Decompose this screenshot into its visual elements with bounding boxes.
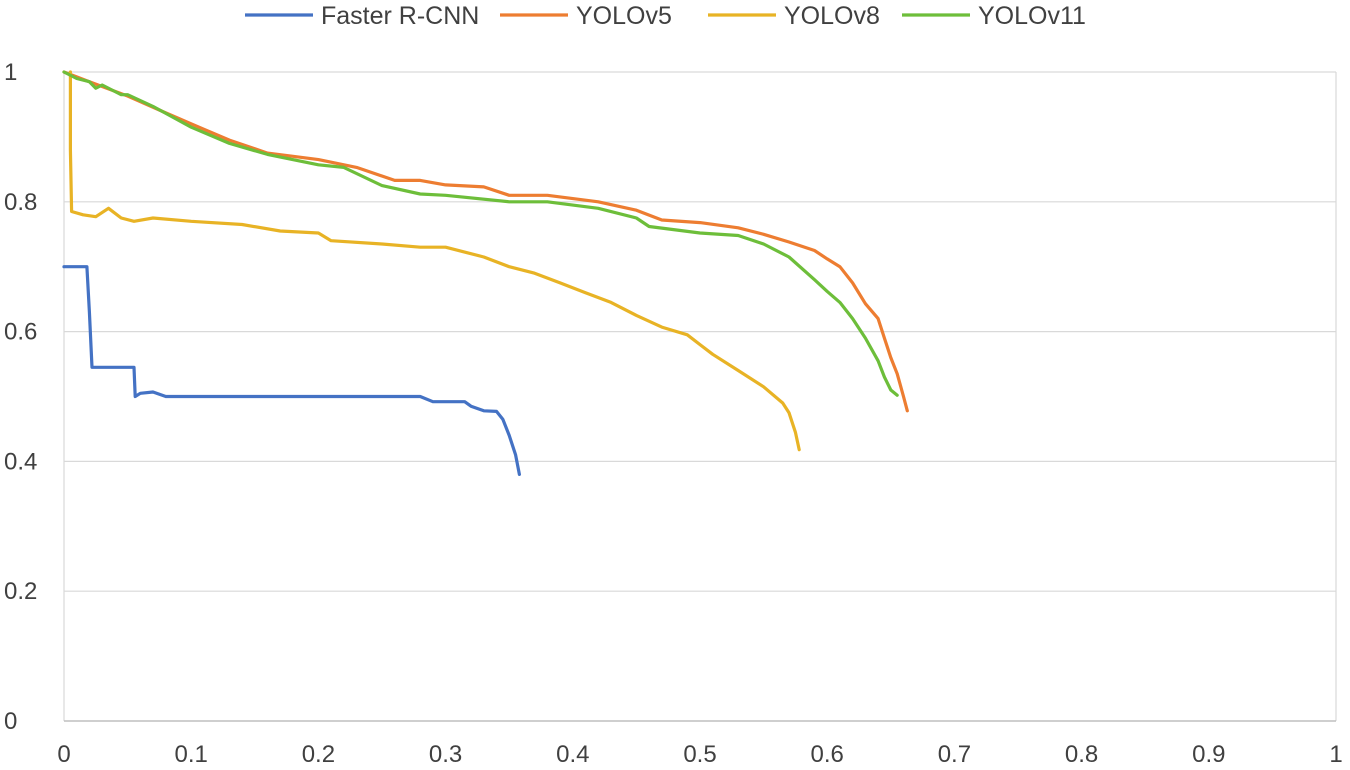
x-tick-label-2: 0.2 (302, 741, 335, 768)
x-tick-label-6: 0.6 (811, 741, 844, 768)
x-tick-label-7: 0.7 (938, 741, 971, 768)
x-tick-label-1: 0.1 (175, 741, 208, 768)
legend: Faster R-CNN YOLOv5 YOLOv8 YOLOv11 (245, 2, 1086, 30)
x-tick-label-0: 0 (57, 741, 70, 768)
y-tick-label-3: 0.6 (4, 319, 37, 346)
x-tick-label-3: 0.3 (429, 741, 462, 768)
y-tick-label-0: 0 (4, 708, 17, 735)
y-tick-label-5: 1 (4, 59, 17, 86)
y-axis-tick-labels: 0 0.2 0.4 0.6 0.8 1 (4, 59, 37, 735)
legend-label-3: YOLOv11 (978, 2, 1086, 30)
legend-label-0: Faster R-CNN (321, 2, 479, 30)
plot-frame (63, 72, 1337, 722)
legend-label-1: YOLOv5 (576, 2, 672, 30)
series-line-2 (68, 70, 801, 452)
y-tick-label-4: 0.8 (4, 189, 37, 216)
x-tick-label-8: 0.8 (1065, 741, 1098, 768)
gridlines (64, 71, 1336, 592)
series-line-0 (62, 265, 522, 476)
series-line-1 (62, 70, 909, 413)
x-tick-label-4: 0.4 (556, 741, 589, 768)
x-axis-tick-labels: 0 0.1 0.2 0.3 0.4 0.5 0.6 0.7 0.8 0.9 1 (57, 741, 1342, 768)
x-tick-label-5: 0.5 (683, 741, 716, 768)
series-lines (62, 70, 909, 476)
x-tick-label-10: 1 (1329, 741, 1342, 768)
series-line-3 (62, 70, 899, 397)
y-tick-label-1: 0.2 (4, 578, 37, 605)
plot-area (62, 70, 1337, 722)
x-tick-label-9: 0.9 (1192, 741, 1225, 768)
legend-label-2: YOLOv8 (784, 2, 880, 30)
y-tick-label-2: 0.4 (4, 448, 37, 475)
